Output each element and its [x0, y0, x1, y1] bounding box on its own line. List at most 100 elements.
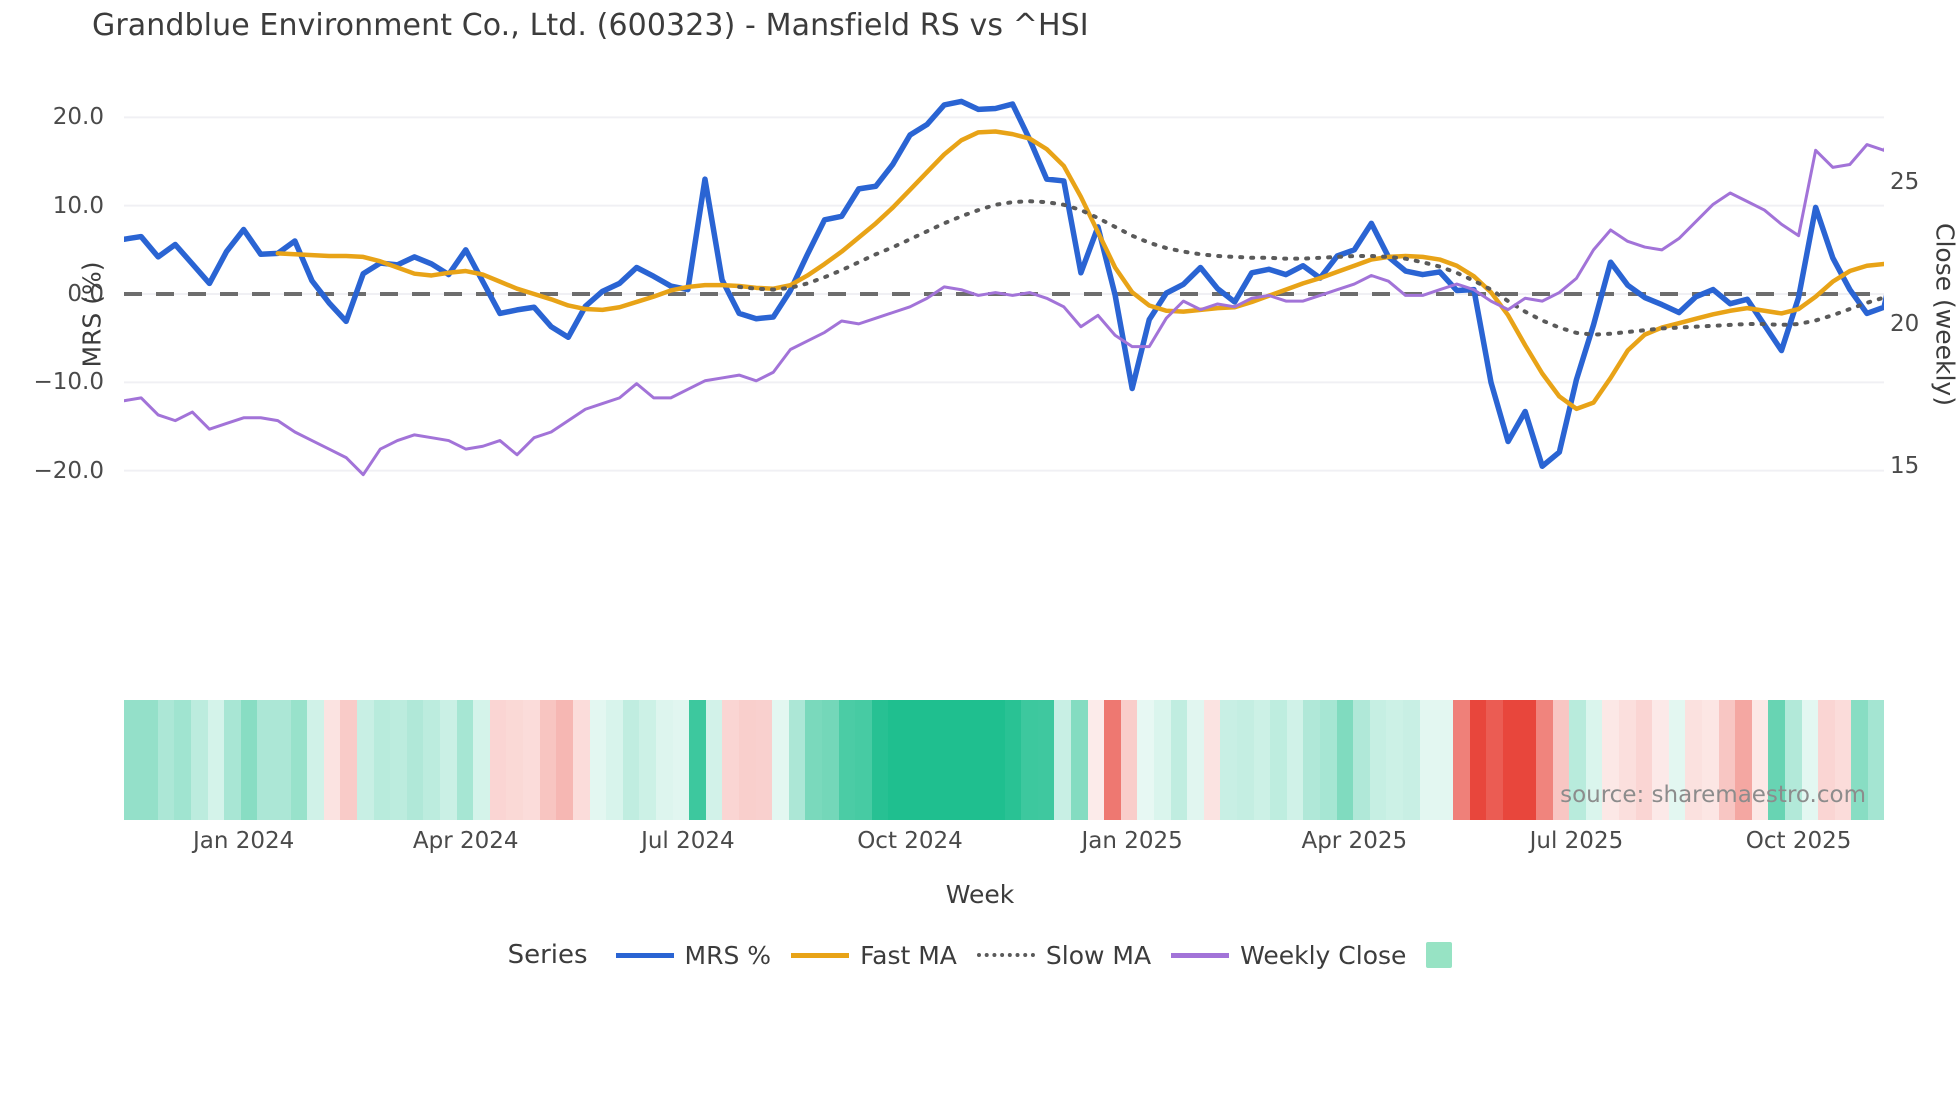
- y-tick-left: 0.0: [67, 281, 104, 307]
- heat-strip-band: [904, 700, 922, 820]
- heat-strip-band: [1651, 700, 1669, 820]
- heat-strip-band: [1385, 700, 1404, 820]
- heat-strip-band: [157, 700, 175, 820]
- y-tick-left: 10.0: [52, 192, 104, 219]
- heat-strip-band: [472, 700, 490, 820]
- heat-strip-band: [738, 700, 756, 820]
- heat-strip-band: [124, 700, 142, 820]
- chart-title: Grandblue Environment Co., Ltd. (600323)…: [92, 8, 1089, 43]
- chart-legend: Series MRS % Fast MA Slow MA Weekly Close: [0, 930, 1960, 980]
- heat-strip-band: [1850, 700, 1868, 820]
- heat-strip-band: [1219, 700, 1238, 820]
- x-tick: Apr 2025: [1301, 828, 1408, 854]
- series-line-fast-ma: [275, 129, 1884, 412]
- heat-strip-band: [1319, 700, 1337, 820]
- x-tick: Jan 2024: [192, 828, 295, 854]
- heat-strip-band: [1767, 700, 1785, 820]
- heat-strip-band: [1136, 700, 1155, 820]
- heat-strip-band: [1668, 700, 1686, 820]
- heat-strip-band: [705, 700, 723, 820]
- heat-strip-band: [605, 700, 623, 820]
- heat-strip-band: [572, 700, 590, 820]
- legend-item[interactable]: [1426, 942, 1453, 968]
- heat-strip-band: [306, 700, 324, 820]
- y-axis-left-label: MRS (%): [77, 261, 107, 368]
- series-line-slow-ma: [737, 199, 1884, 337]
- heat-strip-band: [970, 700, 988, 820]
- heat-strip-band: [1103, 700, 1121, 820]
- heat-strip-band: [1087, 700, 1105, 820]
- heat-strip-band: [1020, 700, 1038, 820]
- heat-strip-band: [754, 700, 773, 820]
- heat-strip-band: [1070, 700, 1088, 820]
- heat-strip-band: [638, 700, 656, 820]
- heat-strip-band: [771, 700, 789, 820]
- heat-strip-band: [1120, 700, 1138, 820]
- source-watermark: source: sharemaestro.com: [1560, 782, 1866, 808]
- y-tick-left: −10.0: [33, 369, 104, 396]
- heat-strip-band: [140, 700, 158, 820]
- heat-strip-band: [1734, 700, 1752, 820]
- plot-area: [124, 82, 1884, 506]
- heat-strip-band: [256, 700, 275, 820]
- heat-strip-band: [987, 700, 1005, 820]
- legend-swatch-line: [615, 952, 674, 958]
- y-tick-right: 15: [1890, 453, 1920, 480]
- legend-item[interactable]: Weekly Close: [1171, 941, 1406, 970]
- y-axis-left-ticks: 20.0 10.0 0.0 −10.0 −20.0: [0, 82, 118, 506]
- heat-strip-band: [373, 700, 391, 820]
- legend-swatch-heat-box: [1426, 942, 1453, 968]
- legend-item[interactable]: Fast MA: [791, 941, 957, 970]
- heat-strip-band: [389, 700, 407, 820]
- heat-strip-band: [937, 700, 955, 820]
- legend-swatch-line: [1171, 952, 1230, 958]
- heat-strip-band: [223, 700, 241, 820]
- heat-strip-band: [1253, 700, 1271, 820]
- heat-strip-band: [1502, 700, 1520, 820]
- heat-strip-band: [1485, 700, 1503, 820]
- heat-strip-band: [1236, 700, 1254, 820]
- y-tick-left: 20.0: [52, 104, 104, 131]
- legend-swatch-line: [791, 952, 850, 958]
- heat-strip-band: [871, 700, 889, 820]
- heat-strip-band: [920, 700, 939, 820]
- heat-strip-band: [290, 700, 308, 820]
- heat-strip-band: [1402, 700, 1420, 820]
- heat-strip-band: [1535, 700, 1553, 820]
- heat-strip-band: [1551, 700, 1570, 820]
- heat-strip-band: [788, 700, 806, 820]
- heat-strip-band: [207, 700, 225, 820]
- y-tick-right: 25: [1890, 168, 1920, 195]
- heat-strip-band: [1153, 700, 1171, 820]
- heat-strip-band: [339, 700, 358, 820]
- heat-strip-band: [1834, 700, 1852, 820]
- heat-strip-band: [406, 700, 424, 820]
- heat-strip-band: [1867, 700, 1884, 820]
- y-axis-right-ticks: 25 20 15: [1890, 82, 1960, 506]
- x-tick: Apr 2024: [412, 828, 519, 854]
- x-tick: Oct 2025: [1745, 828, 1852, 854]
- heat-strip-band: [1601, 700, 1619, 820]
- series-line-mrs: [124, 98, 1884, 469]
- y-tick-right: 20: [1890, 310, 1920, 337]
- legend-swatch-dotted: [976, 953, 1035, 957]
- heat-strip-band: [622, 700, 640, 820]
- heat-strip-band: [671, 700, 690, 820]
- heat-strip-band: [821, 700, 839, 820]
- heat-strip-band: [1634, 700, 1653, 820]
- heat-strip-band: [1004, 700, 1022, 820]
- heat-strip-band: [489, 700, 507, 820]
- legend-item[interactable]: MRS %: [615, 941, 771, 970]
- heat-strip-band: [1452, 700, 1470, 820]
- relative-strength-heat-strip: source: sharemaestro.com: [124, 700, 1884, 820]
- y-axis-right-label: Close (weekly): [1930, 223, 1960, 406]
- legend-item[interactable]: Slow MA: [976, 941, 1151, 970]
- heat-strip-band: [505, 700, 524, 820]
- x-axis-ticks: Jan 2024 Apr 2024 Jul 2024 Oct 2024 Jan 2025…: [124, 828, 1884, 868]
- heat-strip-band: [1518, 700, 1536, 820]
- x-axis-label: Week: [945, 880, 1015, 909]
- heat-strip-band: [887, 700, 905, 820]
- heat-strip-band: [1784, 700, 1802, 820]
- heat-strip-band: [1751, 700, 1769, 820]
